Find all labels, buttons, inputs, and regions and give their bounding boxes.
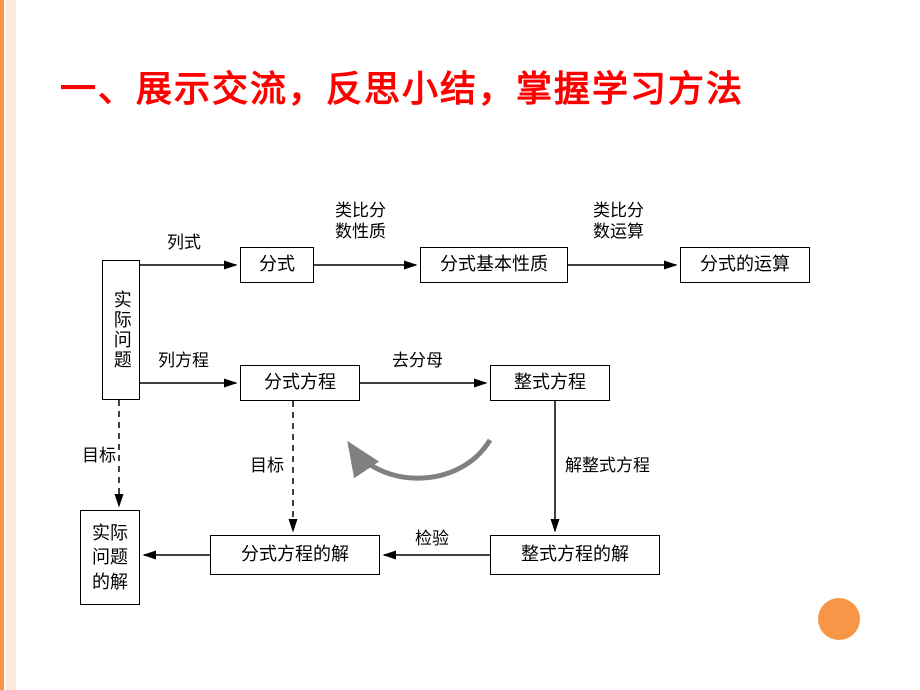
node-real-problem-solution: 实际问题的解	[80, 510, 140, 605]
node-fraction-operation: 分式的运算	[680, 247, 810, 283]
label-analogy-property: 类比分 数性质	[335, 200, 386, 243]
label-goal2: 目标	[250, 455, 284, 476]
flowchart: 实际问题 分式 分式基本性质 分式的运算 分式方程 整式方程 分式方程的解 整式…	[0, 0, 920, 690]
node-real-problem: 实际问题	[102, 260, 140, 400]
label-solve-integer: 解整式方程	[565, 455, 650, 476]
label-list-equation: 列方程	[158, 350, 209, 371]
node-fraction-property: 分式基本性质	[420, 247, 568, 283]
label-list-formula: 列式	[167, 232, 201, 253]
node-integer-eq-solution: 整式方程的解	[490, 535, 660, 575]
node-fraction-eq-solution: 分式方程的解	[210, 535, 380, 575]
label-goal1: 目标	[82, 445, 116, 466]
node-fraction: 分式	[240, 247, 314, 283]
label-verify: 检验	[415, 528, 449, 549]
label-remove-denominator: 去分母	[392, 350, 443, 371]
node-fraction-equation: 分式方程	[240, 365, 360, 401]
node-integer-equation: 整式方程	[490, 365, 610, 401]
label-analogy-operation: 类比分 数运算	[593, 200, 644, 243]
